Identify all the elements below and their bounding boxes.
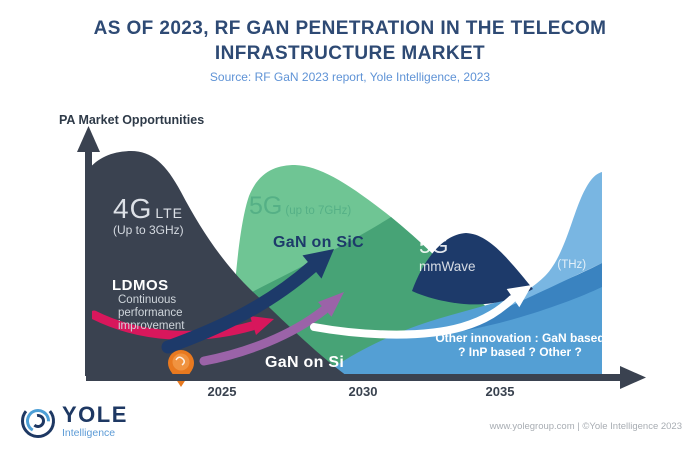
label-5g-note: (up to 7GHz) <box>285 205 352 217</box>
label-gan-on-si: GaN on Si <box>265 354 345 371</box>
label-ldmos: LDMOS Continuous performance improvement <box>112 277 184 334</box>
label-4g-note: (Up to 3GHz) <box>113 223 184 237</box>
yole-logo: YOLE Intelligence <box>20 403 128 439</box>
area-blue-mass <box>321 263 602 376</box>
y-axis <box>77 126 100 376</box>
label-other-innovation: Other innovation : GaN based ? InP based… <box>430 331 610 360</box>
label-4g-main: 4G <box>113 193 153 224</box>
label-ldmos-line3: improvement <box>118 320 185 333</box>
label-5g-mmwave-sub: mmWave <box>419 259 476 274</box>
label-5g-main: 5G <box>249 192 283 220</box>
area-5g-mmwave <box>412 233 533 305</box>
label-6g: 6G (THz) <box>521 246 586 275</box>
label-ldmos-line1: Continuous <box>118 294 177 306</box>
label-gan-on-sic: GaN on SiC <box>273 234 365 251</box>
x-axis-right-arrow-icon <box>620 366 646 389</box>
label-5g-mmwave-main: 5G <box>419 233 449 258</box>
x-tick-2035: 2035 <box>485 384 515 399</box>
slide-title: AS OF 2023, RF GAN PENETRATION IN THE TE… <box>93 18 607 65</box>
gan-on-sic-arrow <box>161 249 334 354</box>
label-5g-mmwave: 5G mmWave <box>419 235 476 274</box>
y-axis-up-arrow-icon <box>77 126 100 152</box>
x-tick-2030: 2030 <box>348 384 378 399</box>
label-other-innovation-line2: ? InP based ? Other ? <box>458 345 582 360</box>
ldmos-arrow <box>89 310 274 340</box>
yole-logo-sub: Intelligence <box>62 426 116 439</box>
label-ldmos-title: LDMOS <box>112 277 169 294</box>
yole-logo-text: YOLE Intelligence <box>62 401 128 439</box>
label-6g-note: (THz) <box>557 259 587 271</box>
y-axis-label: PA Market Opportunities <box>59 113 205 127</box>
label-ldmos-line2: performance <box>118 307 183 320</box>
we-are-here-pin-icon <box>168 350 194 387</box>
gan-on-si-arrow <box>199 292 344 366</box>
x-axis <box>86 366 646 389</box>
label-5g: 5G (up to 7GHz) <box>249 192 351 221</box>
other-innovation-arrow <box>310 285 532 339</box>
x-tick-2025: 2025 <box>207 384 237 399</box>
label-4g: 4G LTE (Up to 3GHz) <box>113 193 184 237</box>
yole-spiral-icon <box>21 404 55 438</box>
label-6g-main: 6G <box>521 246 555 274</box>
label-other-innovation-line1: Other innovation : GaN based <box>435 331 605 345</box>
label-4g-sub: LTE <box>155 205 183 221</box>
area-4g <box>88 151 347 376</box>
source-line: Source: RF GaN 2023 report, Yole Intelli… <box>209 70 491 84</box>
copyright-credit: www.yolegroup.com | ©Yole Intelligence 2… <box>489 421 682 432</box>
yole-logo-main: YOLE <box>62 401 128 427</box>
